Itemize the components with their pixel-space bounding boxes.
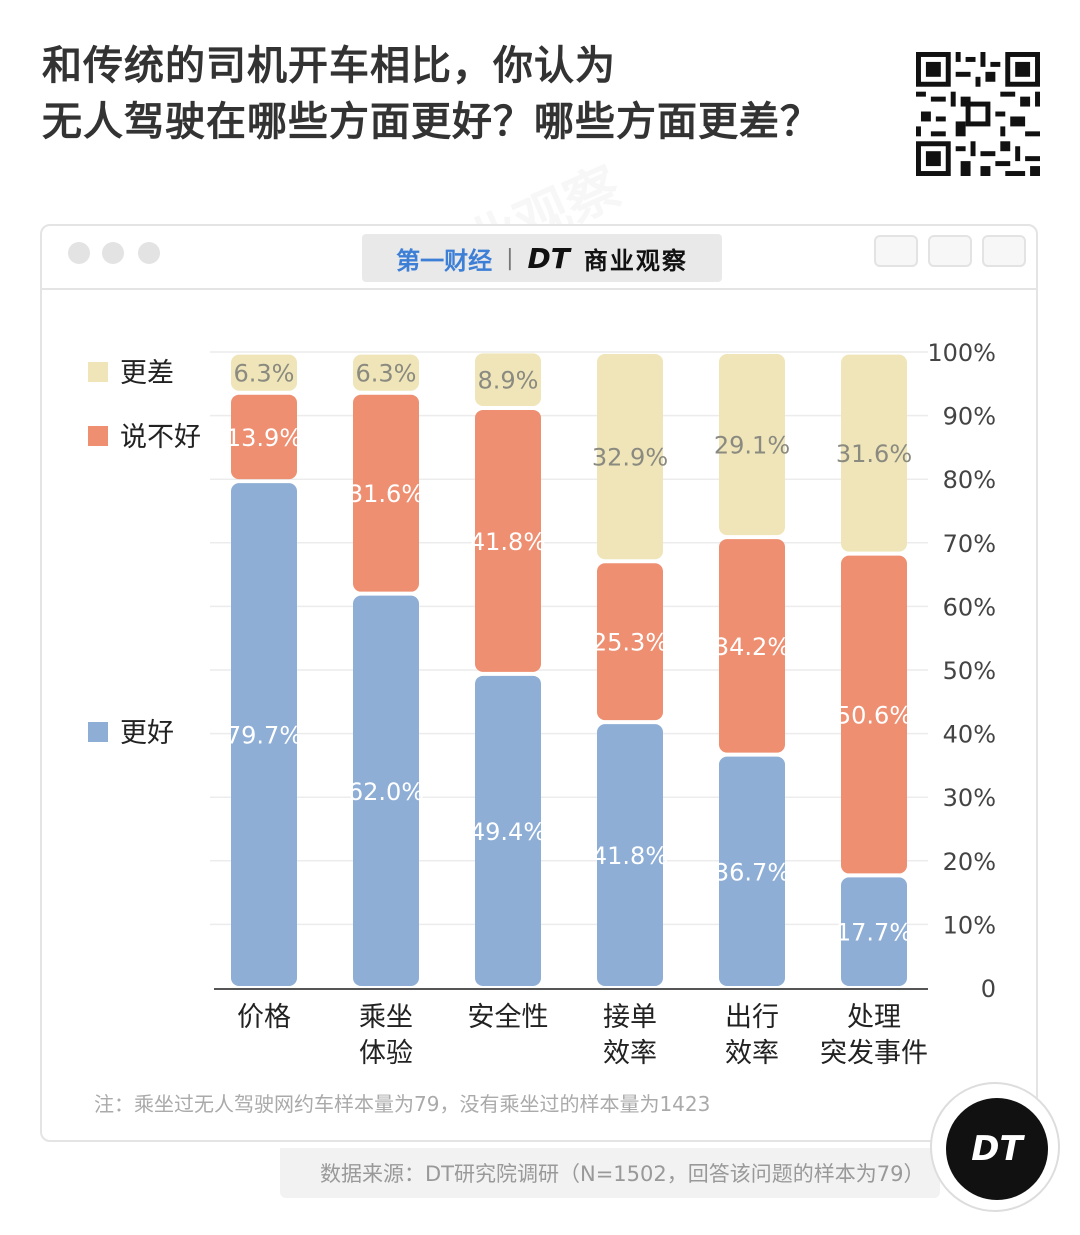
bar-segment-worse <box>353 354 419 391</box>
category-label: 接单 <box>603 1002 657 1033</box>
copy-icon <box>982 235 1026 267</box>
data-label: 79.7% <box>226 722 302 750</box>
data-label: 6.3% <box>356 360 417 388</box>
bar-segment-better <box>597 724 663 986</box>
legend-swatch-worse <box>88 362 108 382</box>
minimize-dot-icon <box>102 242 124 264</box>
data-label: 17.7% <box>836 919 912 947</box>
page-title: 和传统的司机开车相比，你认为 无人驾驶在哪些方面更好？哪些方面更差？ <box>42 38 821 150</box>
qr-code-icon[interactable] <box>916 52 1040 176</box>
brand-name: 商业观察 <box>583 246 688 275</box>
y-tick-label: 90% <box>943 403 996 431</box>
bar-segment-unsure <box>597 563 663 721</box>
legend-swatch-unsure <box>88 426 108 446</box>
bar-segment-unsure <box>231 394 297 480</box>
category-label: 出行 <box>725 1002 779 1033</box>
y-tick-label: 60% <box>943 593 996 621</box>
data-label: 25.3% <box>592 629 668 657</box>
data-label: 62.0% <box>348 778 424 806</box>
record-icon <box>874 235 918 267</box>
bar-segment-worse <box>231 354 297 391</box>
y-tick-label: 40% <box>943 721 996 749</box>
maximize-dot-icon <box>138 242 160 264</box>
category-label: 乘坐 <box>359 1002 413 1033</box>
category-label: 体验 <box>359 1038 413 1069</box>
bar-segment-unsure <box>719 539 785 753</box>
close-dot-icon <box>68 242 90 264</box>
legend-label-unsure: 说不好 <box>120 422 201 453</box>
brand-header: 第一财经 | DT 商业观察 <box>362 234 722 282</box>
data-label: 32.9% <box>592 444 668 472</box>
y-tick-label: 80% <box>943 466 996 494</box>
share-icon <box>928 235 972 267</box>
category-label: 效率 <box>725 1038 779 1069</box>
y-tick-label: 70% <box>943 530 996 558</box>
y-tick-label: 100% <box>927 339 996 367</box>
data-label: 13.9% <box>226 424 302 452</box>
bar-segment-better <box>719 756 785 986</box>
bar-segment-worse <box>841 354 907 552</box>
data-label: 34.2% <box>714 633 790 661</box>
dt-logo-text: DT <box>946 1098 1048 1200</box>
sample-note: 注：乘坐过无人驾驶网约车样本量为79，没有乘坐过的样本量为1423 <box>94 1092 711 1116</box>
brand-separator: | <box>506 245 514 271</box>
y-tick-label: 20% <box>943 848 996 876</box>
bar-segment-unsure <box>475 409 541 672</box>
data-label: 41.8% <box>592 842 668 870</box>
bar-segment-unsure <box>353 394 419 592</box>
y-tick-label: 50% <box>943 657 996 685</box>
dt-logo-badge: DT <box>930 1082 1060 1212</box>
legend-swatch-better <box>88 722 108 742</box>
legend-label-better: 更好 <box>120 718 174 749</box>
bar-segment-better <box>353 595 419 986</box>
bar-segment-better <box>841 877 907 986</box>
source-bar <box>280 1148 940 1198</box>
legend-label-worse: 更差 <box>120 358 174 389</box>
data-label: 49.4% <box>470 818 546 846</box>
category-label: 安全性 <box>468 1002 549 1033</box>
y-tick-label: 30% <box>943 784 996 812</box>
bar-segment-worse <box>719 354 785 536</box>
data-label: 36.7% <box>714 858 790 886</box>
bar-segment-worse <box>475 353 541 406</box>
bar-segment-unsure <box>841 555 907 874</box>
category-label: 效率 <box>603 1038 657 1069</box>
data-label: 8.9% <box>478 367 539 395</box>
data-label: 41.8% <box>470 528 546 556</box>
data-label: 29.1% <box>714 432 790 460</box>
y-tick-label: 0 <box>981 975 996 1003</box>
data-label: 50.6% <box>836 702 912 730</box>
data-label: 31.6% <box>836 440 912 468</box>
category-label: 突发事件 <box>820 1038 928 1069</box>
category-label: 价格 <box>237 1002 291 1033</box>
data-label: 31.6% <box>348 480 424 508</box>
data-source: 数据来源：DT研究院调研（N=1502，回答该问题的样本为79） <box>320 1162 925 1186</box>
dt-brand-mark: DT <box>527 241 570 275</box>
title-line-1: 和传统的司机开车相比，你认为 <box>42 43 616 89</box>
bar-segment-better <box>231 483 297 986</box>
yicai-logo: 第一财经 <box>396 246 493 275</box>
data-label: 6.3% <box>234 360 295 388</box>
category-label: 处理 <box>847 1002 901 1033</box>
y-tick-label: 10% <box>943 911 996 939</box>
window-title-bar: 第一财经 | DT 商业观察 <box>42 226 1036 290</box>
bar-segment-better <box>475 675 541 986</box>
bar-segment-worse <box>597 354 663 560</box>
title-line-2: 无人驾驶在哪些方面更好？哪些方面更差？ <box>42 99 821 145</box>
